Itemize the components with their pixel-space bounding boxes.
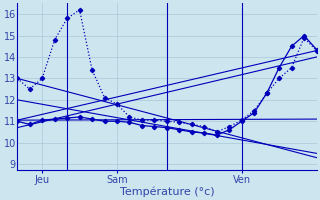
X-axis label: Température (°c): Température (°c) <box>120 186 214 197</box>
